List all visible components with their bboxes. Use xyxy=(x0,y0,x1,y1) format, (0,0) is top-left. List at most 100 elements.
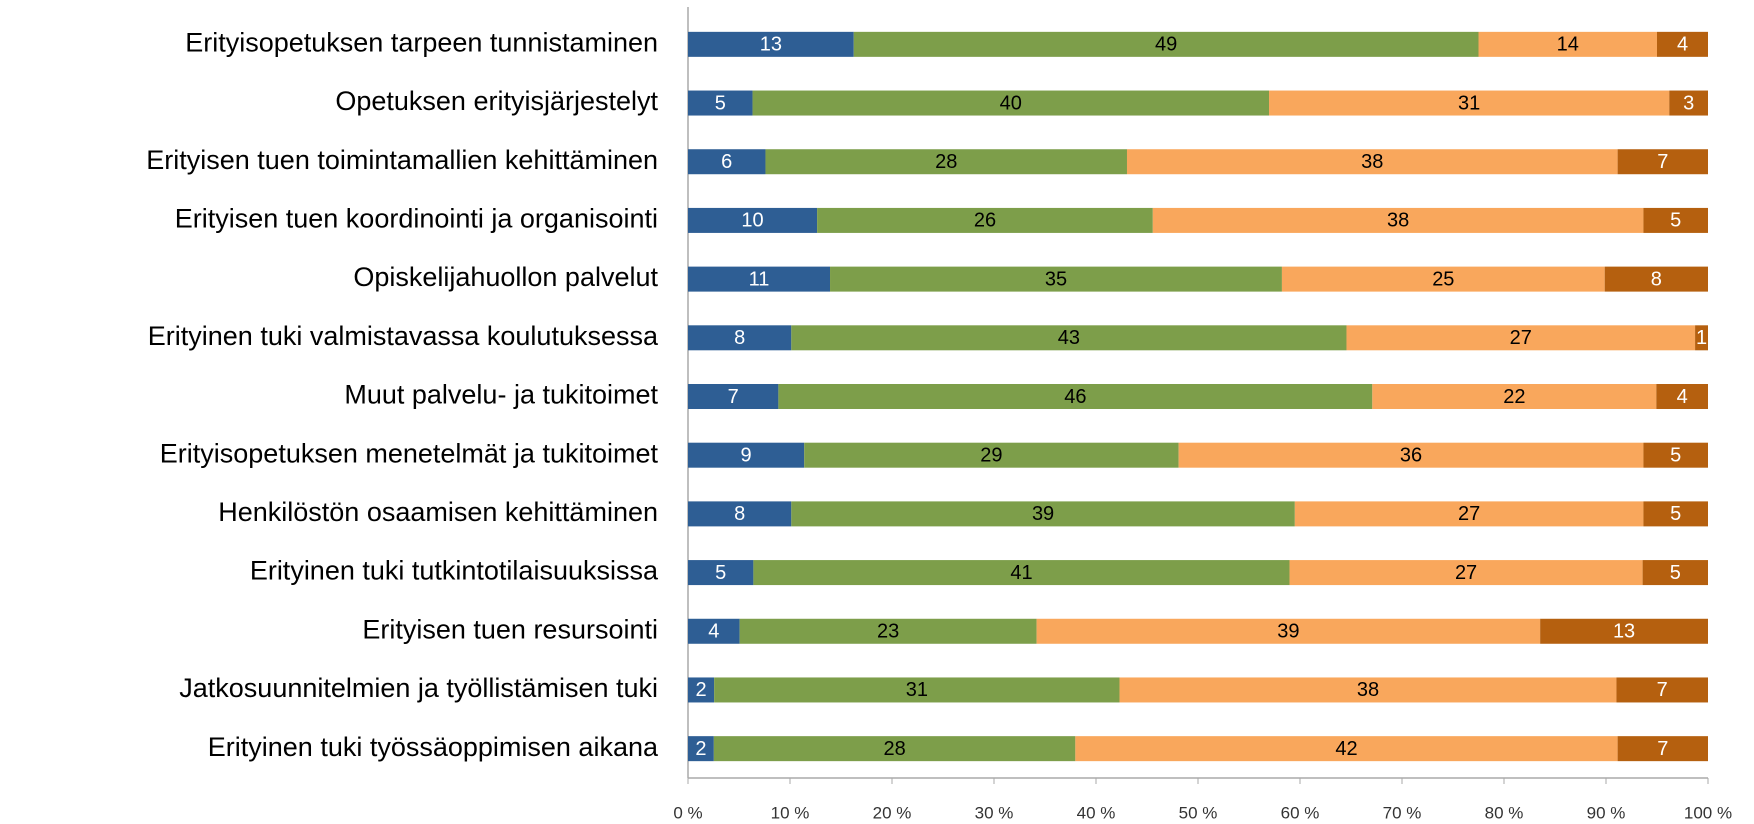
category-label: Opetuksen erityisjärjestelyt xyxy=(335,86,658,116)
bar-segment xyxy=(1075,736,1618,762)
value-label: 46 xyxy=(1064,386,1086,408)
bar-segment xyxy=(1656,384,1708,409)
value-label: 2 xyxy=(695,738,706,760)
category-label: Erityinen tuki tutkintotilaisuuksissa xyxy=(250,556,659,586)
x-tick-label: 90 % xyxy=(1587,803,1626,822)
value-label: 1 xyxy=(1696,327,1707,349)
value-label: 10 xyxy=(741,210,763,232)
value-label: 8 xyxy=(1651,268,1662,290)
bar-segment xyxy=(1642,560,1708,586)
bar-segment xyxy=(817,207,1153,233)
value-label: 4 xyxy=(708,621,719,643)
value-label: 27 xyxy=(1455,562,1477,584)
value-label: 31 xyxy=(1458,92,1480,114)
bar-segment xyxy=(688,31,854,57)
value-label: 43 xyxy=(1058,327,1080,349)
bar-segment xyxy=(830,266,1282,292)
category-label: Erityinen tuki valmistavassa koulutukses… xyxy=(148,321,659,351)
category-label: Jatkosuunnitelmien ja työllistämisen tuk… xyxy=(179,673,658,703)
value-label: 8 xyxy=(734,327,745,349)
bar-segment xyxy=(1617,149,1708,175)
bar-segment xyxy=(1643,207,1708,233)
x-tick-label: 70 % xyxy=(1383,803,1422,822)
value-label: 25 xyxy=(1432,268,1454,290)
bar-segment xyxy=(1617,736,1708,762)
bar-segment xyxy=(739,618,1037,644)
x-tick-label: 20 % xyxy=(873,803,912,822)
bar-segment xyxy=(1269,90,1670,116)
bar-segment xyxy=(791,325,1347,351)
bar-segment xyxy=(1152,207,1644,233)
bar-segment xyxy=(688,618,740,644)
value-label: 38 xyxy=(1357,679,1379,701)
bar-segment xyxy=(688,677,715,703)
bar-segment xyxy=(1178,442,1644,468)
value-label: 31 xyxy=(906,679,928,701)
value-label: 27 xyxy=(1458,503,1480,525)
x-tick-label: 60 % xyxy=(1281,803,1320,822)
x-tick-label: 100 % xyxy=(1684,803,1732,822)
bar-segment xyxy=(804,442,1179,468)
value-label: 49 xyxy=(1155,34,1177,56)
value-label: 40 xyxy=(1000,92,1022,114)
value-label: 27 xyxy=(1510,327,1532,349)
value-label: 5 xyxy=(1670,562,1681,584)
bar-segment xyxy=(753,560,1290,586)
bar-segment xyxy=(688,266,831,292)
value-label: 35 xyxy=(1045,268,1067,290)
bar-segment xyxy=(688,325,792,351)
x-tick-label: 30 % xyxy=(975,803,1014,822)
category-label: Erityisopetuksen menetelmät ja tukitoime… xyxy=(160,438,659,468)
bar-segment xyxy=(1478,31,1657,57)
bar-segment xyxy=(1294,501,1644,527)
value-label: 36 xyxy=(1400,444,1422,466)
value-label: 13 xyxy=(760,34,782,56)
bar-segment xyxy=(1643,442,1708,468)
bar-segment xyxy=(1604,266,1708,292)
bar-segment xyxy=(1540,618,1708,644)
category-label: Erityisen tuen resursointi xyxy=(362,614,658,644)
value-label: 23 xyxy=(877,621,899,643)
x-tick-label: 10 % xyxy=(771,803,810,822)
value-label: 7 xyxy=(1657,738,1668,760)
bar-segment xyxy=(1657,31,1708,57)
value-label: 38 xyxy=(1387,210,1409,232)
value-label: 5 xyxy=(1670,444,1681,466)
bar-segment xyxy=(688,560,754,586)
category-label: Opiskelijahuollon palvelut xyxy=(353,262,658,292)
value-label: 5 xyxy=(715,92,726,114)
bar-segment xyxy=(1036,618,1541,644)
x-tick-label: 0 % xyxy=(673,803,702,822)
value-label: 38 xyxy=(1361,151,1383,173)
bar-segment xyxy=(1695,325,1708,351)
value-label: 5 xyxy=(715,562,726,584)
category-label: Muut palvelu- ja tukitoimet xyxy=(344,380,658,410)
value-label: 7 xyxy=(728,386,739,408)
value-label: 22 xyxy=(1503,386,1525,408)
bar-segment xyxy=(688,90,753,116)
bar-segment xyxy=(1346,325,1696,351)
category-label: Henkilöstön osaamisen kehittäminen xyxy=(218,497,658,527)
bar-segment xyxy=(688,384,779,409)
value-label: 29 xyxy=(980,444,1002,466)
bar-segment xyxy=(853,31,1479,57)
value-label: 5 xyxy=(1670,503,1681,525)
value-label: 39 xyxy=(1032,503,1054,525)
category-label: Erityinen tuki työssäoppimisen aikana xyxy=(208,732,659,762)
value-label: 3 xyxy=(1683,92,1694,114)
bar-segment xyxy=(1119,677,1617,703)
x-tick-label: 40 % xyxy=(1077,803,1116,822)
value-label: 13 xyxy=(1613,621,1635,643)
bar-segment xyxy=(1616,677,1708,703)
value-label: 28 xyxy=(935,151,957,173)
category-label: Erityisen tuen koordinointi ja organisoi… xyxy=(175,204,658,234)
value-label: 42 xyxy=(1335,738,1357,760)
bar-segment xyxy=(752,90,1270,116)
value-label: 26 xyxy=(974,210,996,232)
value-label: 4 xyxy=(1677,34,1688,56)
bar-segment xyxy=(791,501,1295,527)
bar-segment xyxy=(688,501,792,527)
category-label: Erityisopetuksen tarpeen tunnistaminen xyxy=(185,27,658,57)
